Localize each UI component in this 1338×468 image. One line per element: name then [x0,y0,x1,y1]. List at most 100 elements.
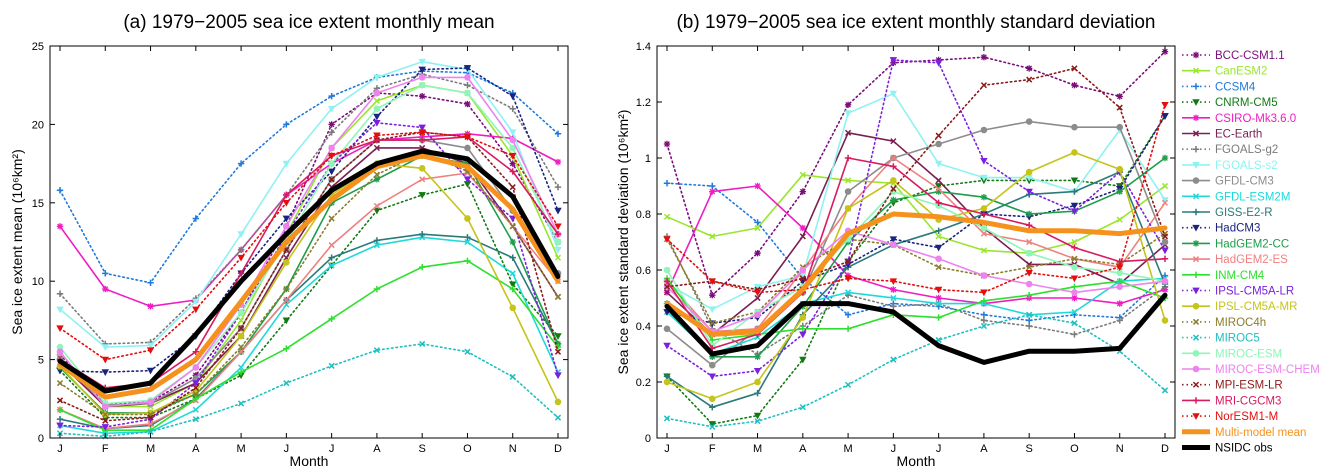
data-point [1116,317,1123,324]
legend-marker [1192,51,1200,59]
data-point [373,242,380,249]
legend-marker [1192,413,1200,420]
series-line [666,277,1166,341]
data-point [1116,264,1124,272]
data-point [554,230,562,238]
x-tick-label: A [799,443,807,455]
data-point [554,372,562,380]
data-point [934,160,943,168]
legend-marker [1192,302,1200,310]
data-point [509,215,517,223]
data-point [754,390,761,397]
data-point [192,406,199,413]
data-point [554,333,562,340]
data-point [418,230,426,238]
data-point [935,255,942,263]
data-point [373,347,380,354]
data-point [890,294,897,302]
data-point [554,293,562,300]
data-point [102,270,109,277]
data-point [980,322,987,330]
data-point [980,297,988,304]
data-point [844,311,852,318]
data-point [373,119,381,127]
series-line [664,211,1168,337]
data-point [463,134,472,141]
data-point [980,210,988,218]
data-point [1161,101,1169,109]
legend-marker [1192,114,1200,121]
series-nsidc-obs [57,148,561,394]
data-point [799,188,807,195]
data-point [509,152,517,160]
series-line [666,157,1166,350]
y-tick-label: 1.2 [636,97,651,109]
legend-entry-giss-e2-r: GISS-E2-R [1182,207,1273,219]
legend-entry-gfdl-esm2m: GFDL-ESM2M [1182,191,1290,203]
data-point [147,279,154,286]
data-point [283,296,290,304]
data-point [56,306,64,314]
legend-label: CCSM4 [1215,81,1256,93]
data-point [1161,387,1169,394]
data-point [283,380,290,387]
y-axis-label: Sea ice extent mean (10⁶km²) [9,149,25,335]
legend-label: HadGEM2-CC [1215,238,1289,250]
legend-label: MIROC5 [1215,333,1260,345]
data-point [890,163,897,170]
data-point [56,290,64,297]
legend-entry-miroc4h: MIROC4h [1182,317,1266,329]
series-fgoals-s2 [663,90,1169,314]
data-point [373,97,380,104]
data-point [980,247,987,254]
data-point [845,289,852,296]
x-tick-label: D [1161,443,1169,455]
data-point [1026,76,1033,83]
series-line [666,104,1166,294]
data-point [554,246,562,254]
data-point [418,263,426,271]
data-point [935,199,942,206]
series-line [59,73,559,345]
data-point [101,403,109,410]
data-point [373,171,380,178]
data-point [890,356,897,363]
data-point [509,160,516,167]
data-point [237,231,245,238]
data-point [464,144,471,152]
data-point [845,381,852,388]
x-tick-label: D [554,443,562,455]
data-point [509,281,517,289]
data-point [237,332,245,340]
data-point [418,124,426,132]
legend-marker [1192,83,1200,90]
legend-entry-ipsl-cm5a-lr: IPSL-CM5A-LR [1182,286,1294,298]
data-point [464,215,471,222]
legend-entry-miroc-esm: MIROC-ESM [1182,348,1282,360]
series-line [57,153,561,400]
legend-entry-mpi-esm-lr: MPI-ESM-LR [1182,380,1283,392]
legend-marker [1192,271,1200,278]
data-point [554,254,562,261]
legend-label: CanESM2 [1215,66,1267,78]
series-line [59,131,559,361]
legend-label: CNRM-CM5 [1215,97,1278,109]
data-point [889,57,898,64]
data-point [328,242,335,249]
data-point [237,270,245,277]
data-point [980,224,988,232]
data-point [1070,202,1079,210]
data-point [554,414,562,421]
legend-label: EC-Earth [1215,129,1262,141]
data-point [327,168,336,176]
data-point [980,272,988,279]
x-tick-label: J [936,443,942,455]
data-point [889,278,898,286]
data-point [754,182,761,190]
series-miroc-esm-chem [56,74,562,410]
data-point [754,311,761,319]
data-point [237,368,245,376]
data-point [283,223,290,230]
data-point [709,320,716,327]
series-noresm1-m [56,129,562,364]
